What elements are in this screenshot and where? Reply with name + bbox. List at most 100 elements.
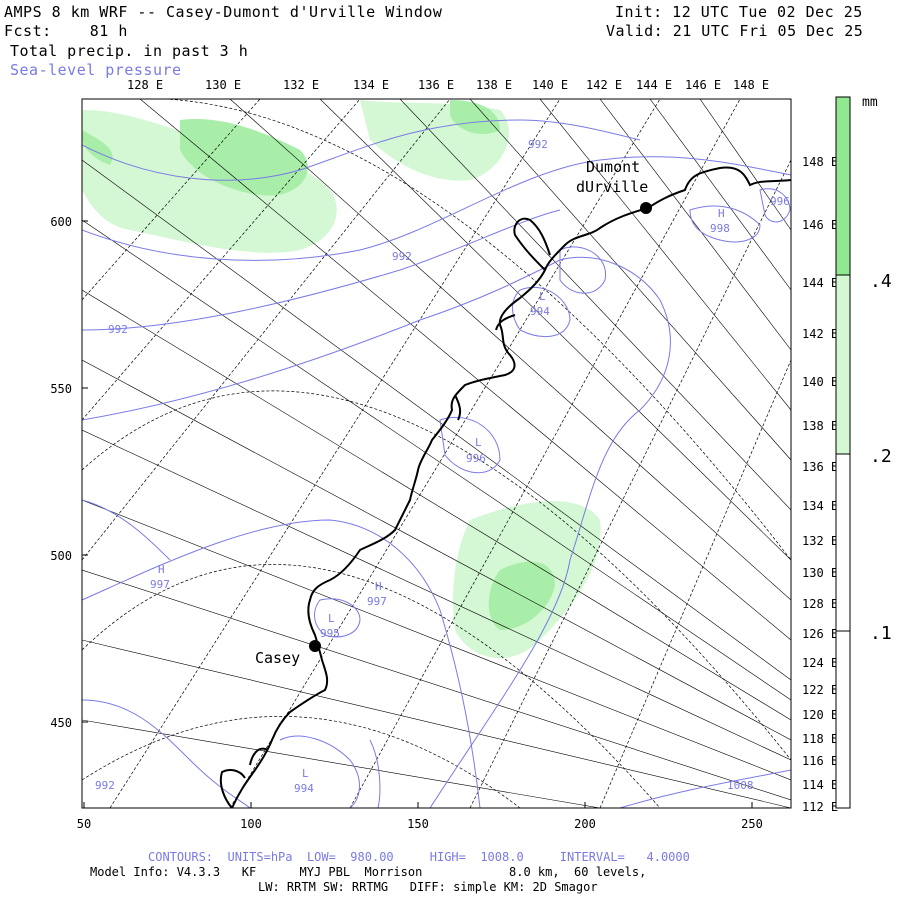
y-tick-label: 600 (50, 215, 72, 229)
lon-label: 142 E (802, 327, 838, 341)
coastline-path (454, 394, 462, 421)
meridian-line (699, 99, 791, 231)
isobar (279, 735, 360, 808)
x-tick-label: 50 (77, 817, 91, 831)
lon-label: 130 E (205, 78, 241, 92)
init-time: Init: 12 UTC Tue 02 Dec 25 (615, 3, 863, 21)
isobar (689, 205, 761, 243)
colorbar-segment (835, 453, 851, 632)
coastline-path (231, 166, 791, 808)
lon-label: 144 E (636, 78, 672, 92)
lon-label: 128 E (802, 597, 838, 611)
isobar (439, 416, 501, 474)
graticule-line (599, 359, 791, 808)
lon-label: 122 E (802, 683, 838, 697)
isobar (82, 119, 641, 181)
x-tick-label: 200 (574, 817, 596, 831)
lon-label: 146 E (685, 78, 721, 92)
forecast-hours: 81 h (89, 22, 128, 40)
colorbar-segment (835, 96, 851, 276)
lon-label: 144 E (802, 276, 838, 290)
field-slp-label: Sea-level pressure (10, 61, 182, 79)
colorbar-unit: mm (862, 95, 878, 110)
map-title: AMPS 8 km WRF -- Casey-Dumont d'Urville … (4, 3, 443, 21)
meridian-line (539, 99, 791, 411)
plot-frame (81, 98, 792, 809)
lon-label: 146 E (802, 218, 838, 232)
graticule-line (469, 159, 791, 808)
colorbar-segment (835, 274, 851, 455)
lon-label: 138 E (802, 419, 838, 433)
pressure-center-letter: H (158, 563, 165, 576)
isobar (314, 598, 361, 638)
lon-label: 124 E (802, 656, 838, 670)
graticule-line (120, 99, 791, 561)
precip-shading (82, 100, 601, 659)
station-marker-casey (309, 640, 321, 652)
meridian-line (82, 289, 791, 721)
isobar (82, 699, 251, 808)
isobar (559, 246, 606, 294)
meridian-line (82, 499, 791, 781)
lon-label: 112 E (802, 800, 838, 814)
meridian-line (82, 719, 601, 808)
isobar (759, 188, 791, 223)
pressure-center-letter: H (718, 207, 725, 220)
top-longitude-labels: 128 E 130 E 132 E 134 E 136 E 138 E 140 … (127, 78, 769, 92)
pressure-center-value: 997 (367, 595, 387, 608)
pressure-center-value: 995 (320, 627, 340, 640)
meridian-line (82, 569, 791, 801)
precip-area (180, 119, 308, 196)
lon-label: 136 E (418, 78, 454, 92)
pressure-contours (82, 119, 791, 808)
isobar (82, 259, 561, 421)
station-marker-dumont (640, 202, 652, 214)
graticule-line (82, 390, 791, 761)
coastline-path (249, 747, 269, 766)
pressure-center-value: 998 (710, 222, 730, 235)
isobar (369, 739, 381, 808)
footer-model-info: Model Info: V4.3.3 KF MYJ PBL Morrison 8… (90, 865, 647, 879)
lon-label: 130 E (802, 566, 838, 580)
graticule-line (349, 99, 741, 808)
isobar-value: 992 (392, 250, 412, 263)
meridian-line (399, 99, 791, 511)
valid-time: Valid: 21 UTC Fri 05 Dec 25 (606, 22, 864, 40)
lon-label: 128 E (127, 78, 163, 92)
lon-label: 114 E (802, 778, 838, 792)
coastline-path (513, 217, 551, 271)
colorbar-label: .2 (870, 446, 892, 467)
lon-label: 148 E (733, 78, 769, 92)
graticule-line (229, 99, 661, 808)
pressure-labels: 992 992 992 992 L 994 L 996 H 998 H 997 … (95, 138, 790, 795)
y-tick-label: 500 (50, 549, 72, 563)
graticule-line (82, 716, 521, 808)
pressure-center-letter: L (539, 290, 546, 303)
lon-label: 118 E (802, 732, 838, 746)
isobar-value: 992 (95, 779, 115, 792)
isobar-value: 992 (108, 323, 128, 336)
lon-label: 120 E (802, 708, 838, 722)
pressure-center-value: 996 (466, 452, 486, 465)
lon-label: 136 E (802, 460, 838, 474)
lon-label: 132 E (283, 78, 319, 92)
pressure-center-letter: H (375, 580, 382, 593)
colorbar-label: .1 (870, 623, 892, 644)
pressure-center-value: 994 (530, 305, 550, 318)
x-tick-label: 150 (407, 817, 429, 831)
colorbar-segment (835, 630, 851, 809)
footer-physics: LW: RRTM SW: RRTMG DIFF: simple KM: 2D S… (258, 880, 598, 894)
x-tick-label: 100 (240, 817, 262, 831)
isobar-value: 992 (528, 138, 548, 151)
meridian-line (139, 99, 791, 641)
lon-label: 134 E (802, 499, 838, 513)
isobar-value: 996 (770, 195, 790, 208)
y-tick-label: 450 (50, 716, 72, 730)
lon-label: 148 E (802, 155, 838, 169)
isobar (82, 156, 791, 261)
coastline-path (495, 314, 516, 331)
station-label-casey: Casey (255, 649, 300, 667)
pressure-center-value: 997 (150, 578, 170, 591)
meridian-line (469, 99, 791, 461)
